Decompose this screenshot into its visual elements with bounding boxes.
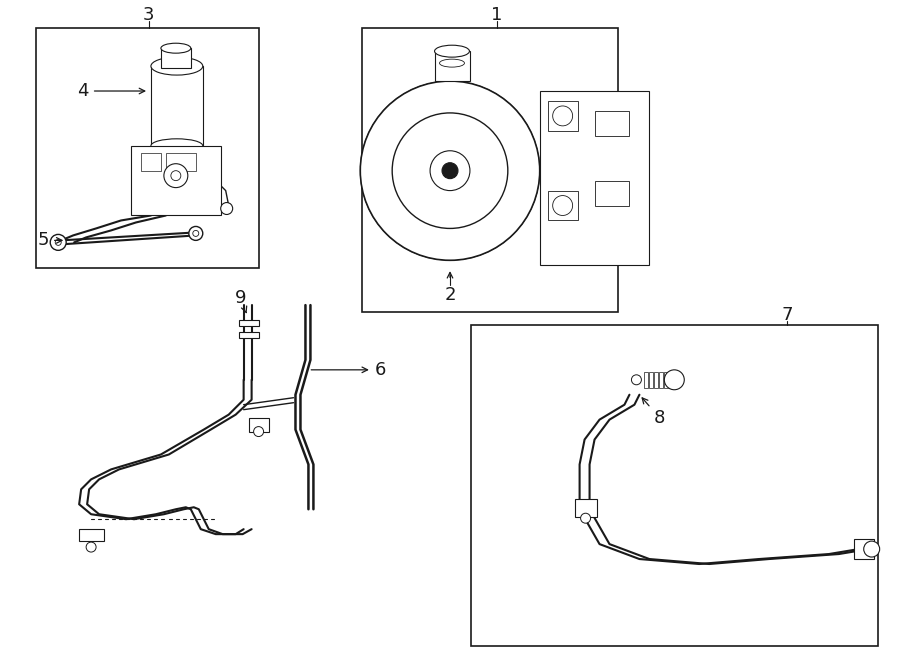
- Bar: [548, 190, 578, 221]
- Circle shape: [632, 375, 642, 385]
- Circle shape: [193, 231, 199, 237]
- Text: 5: 5: [38, 231, 62, 249]
- Circle shape: [254, 426, 264, 436]
- Bar: [540, 91, 650, 265]
- Bar: [548, 101, 578, 131]
- Ellipse shape: [161, 43, 191, 53]
- Text: 3: 3: [143, 7, 155, 24]
- Bar: [238, 320, 258, 326]
- Text: 6: 6: [311, 361, 386, 379]
- Text: 1: 1: [491, 7, 502, 24]
- Circle shape: [442, 163, 458, 178]
- Bar: [79, 529, 104, 541]
- Text: 7: 7: [781, 306, 793, 324]
- Bar: [248, 418, 268, 432]
- Circle shape: [171, 171, 181, 180]
- Circle shape: [86, 542, 96, 552]
- Circle shape: [553, 106, 572, 126]
- Bar: [574, 499, 597, 517]
- Ellipse shape: [151, 139, 202, 153]
- Circle shape: [55, 239, 61, 245]
- Circle shape: [864, 541, 879, 557]
- Text: 8: 8: [643, 398, 665, 426]
- Text: 4: 4: [77, 82, 145, 100]
- Bar: [161, 48, 191, 68]
- Bar: [664, 372, 669, 388]
- Circle shape: [50, 235, 67, 251]
- Circle shape: [392, 113, 508, 229]
- Text: 2: 2: [445, 286, 455, 304]
- Bar: [166, 153, 196, 171]
- Ellipse shape: [151, 57, 202, 75]
- Circle shape: [664, 370, 684, 390]
- Bar: [660, 372, 663, 388]
- Bar: [151, 66, 202, 146]
- Bar: [36, 28, 258, 268]
- Bar: [650, 372, 653, 388]
- Ellipse shape: [439, 59, 464, 67]
- Bar: [644, 372, 648, 388]
- Bar: [238, 332, 258, 338]
- Bar: [363, 28, 618, 312]
- Bar: [854, 539, 874, 559]
- Circle shape: [580, 513, 590, 524]
- Bar: [670, 372, 673, 388]
- Text: 9: 9: [235, 289, 247, 313]
- Bar: [654, 372, 659, 388]
- Bar: [131, 146, 220, 215]
- Ellipse shape: [435, 45, 470, 57]
- Bar: [141, 153, 161, 171]
- Bar: [435, 51, 470, 81]
- Bar: [595, 111, 629, 136]
- Bar: [595, 180, 629, 206]
- Circle shape: [164, 164, 188, 188]
- Circle shape: [220, 202, 233, 214]
- Circle shape: [360, 81, 540, 260]
- Circle shape: [189, 227, 202, 241]
- Circle shape: [430, 151, 470, 190]
- Circle shape: [553, 196, 572, 215]
- Bar: [471, 325, 878, 646]
